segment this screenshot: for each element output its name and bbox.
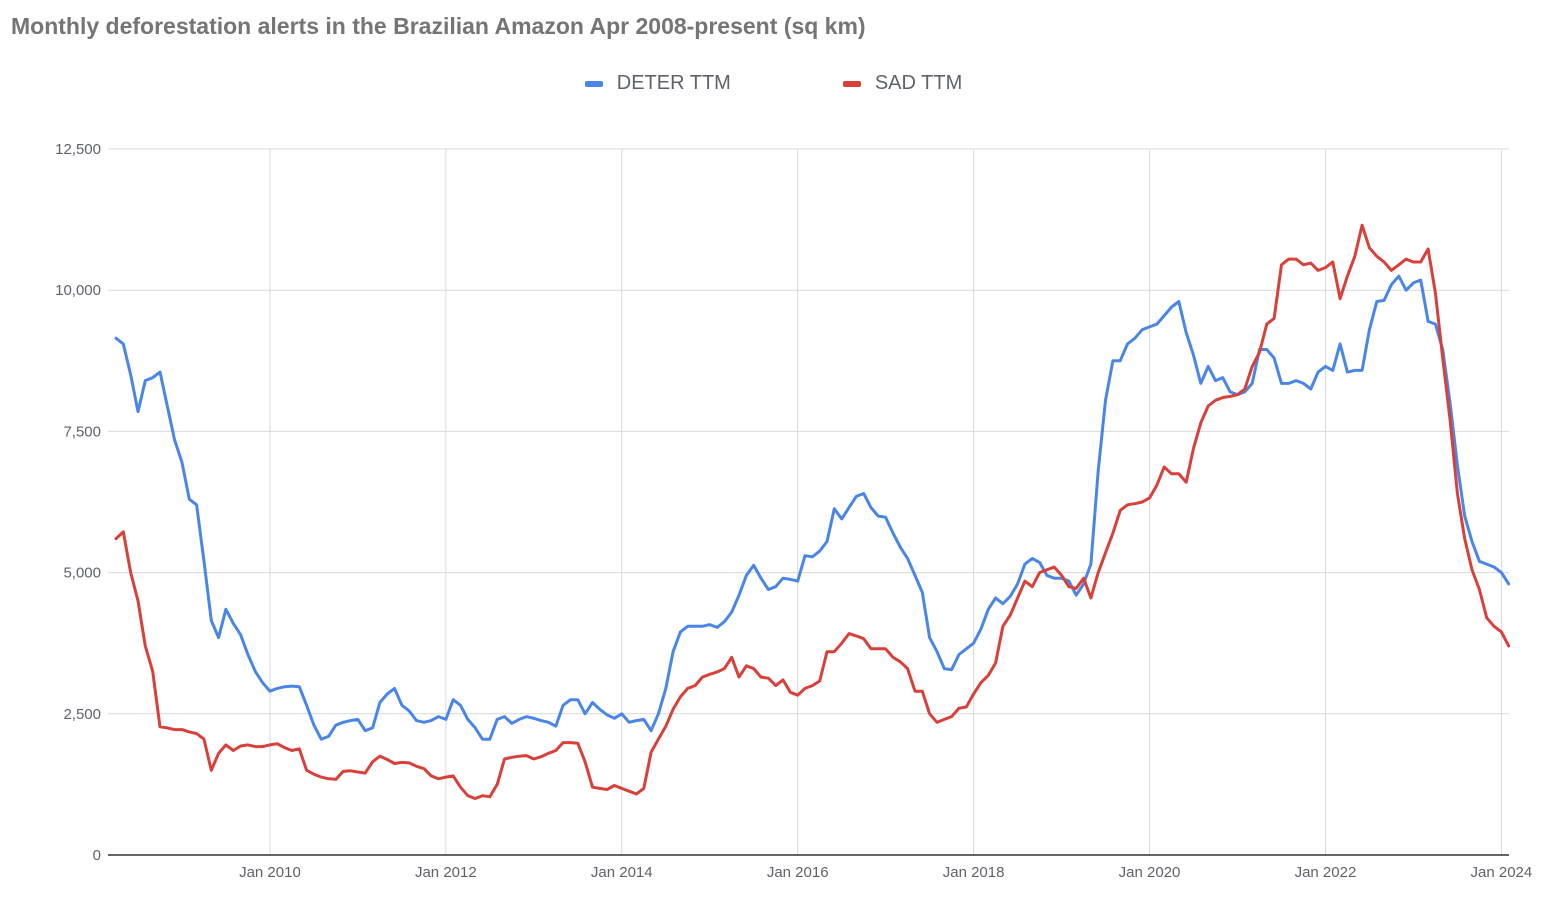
x-tick-label: Jan 2014: [591, 864, 653, 881]
x-tick-label: Jan 2020: [1119, 864, 1181, 881]
x-tick-label: Jan 2022: [1295, 864, 1357, 881]
legend-item-sad[interactable]: SAD TTM: [753, 72, 962, 95]
series-line-sad[interactable]: [114, 223, 1511, 800]
x-tick-label: Jan 2010: [239, 864, 301, 881]
legend-label-sad: SAD TTM: [874, 72, 963, 94]
x-axis-ticks: Jan 2010 Jan 2012 Jan 2014 Jan 2016 Jan 2018…: [239, 864, 1532, 881]
x-tick-label: Jan 2016: [767, 864, 829, 881]
legend-swatch-deter: [584, 80, 603, 87]
y-tick-label: 2,500: [63, 706, 101, 723]
legend-item-deter[interactable]: DETER TTM: [584, 72, 731, 95]
y-tick-label: 12,500: [55, 141, 101, 158]
legend-label-deter: DETER TTM: [616, 72, 731, 94]
grid-lines: [108, 148, 1509, 855]
x-tick-label: Jan 2024: [1471, 864, 1533, 881]
y-tick-label: 0: [93, 847, 101, 864]
series-line-deter[interactable]: [114, 274, 1511, 741]
series-lines: [114, 223, 1511, 800]
x-tick-label: Jan 2018: [943, 864, 1005, 881]
y-tick-label: 10,000: [55, 282, 101, 299]
legend-swatch-sad: [842, 80, 861, 87]
x-tick-label: Jan 2012: [415, 864, 477, 881]
chart-legend: DETER TTM SAD TTM: [0, 72, 1547, 95]
y-axis-ticks: 0 2,500 5,000 7,500 10,000 12,500: [55, 141, 101, 864]
y-tick-label: 5,000: [63, 565, 101, 582]
chart-title: Monthly deforestation alerts in the Braz…: [11, 13, 866, 39]
y-tick-label: 7,500: [63, 423, 101, 440]
